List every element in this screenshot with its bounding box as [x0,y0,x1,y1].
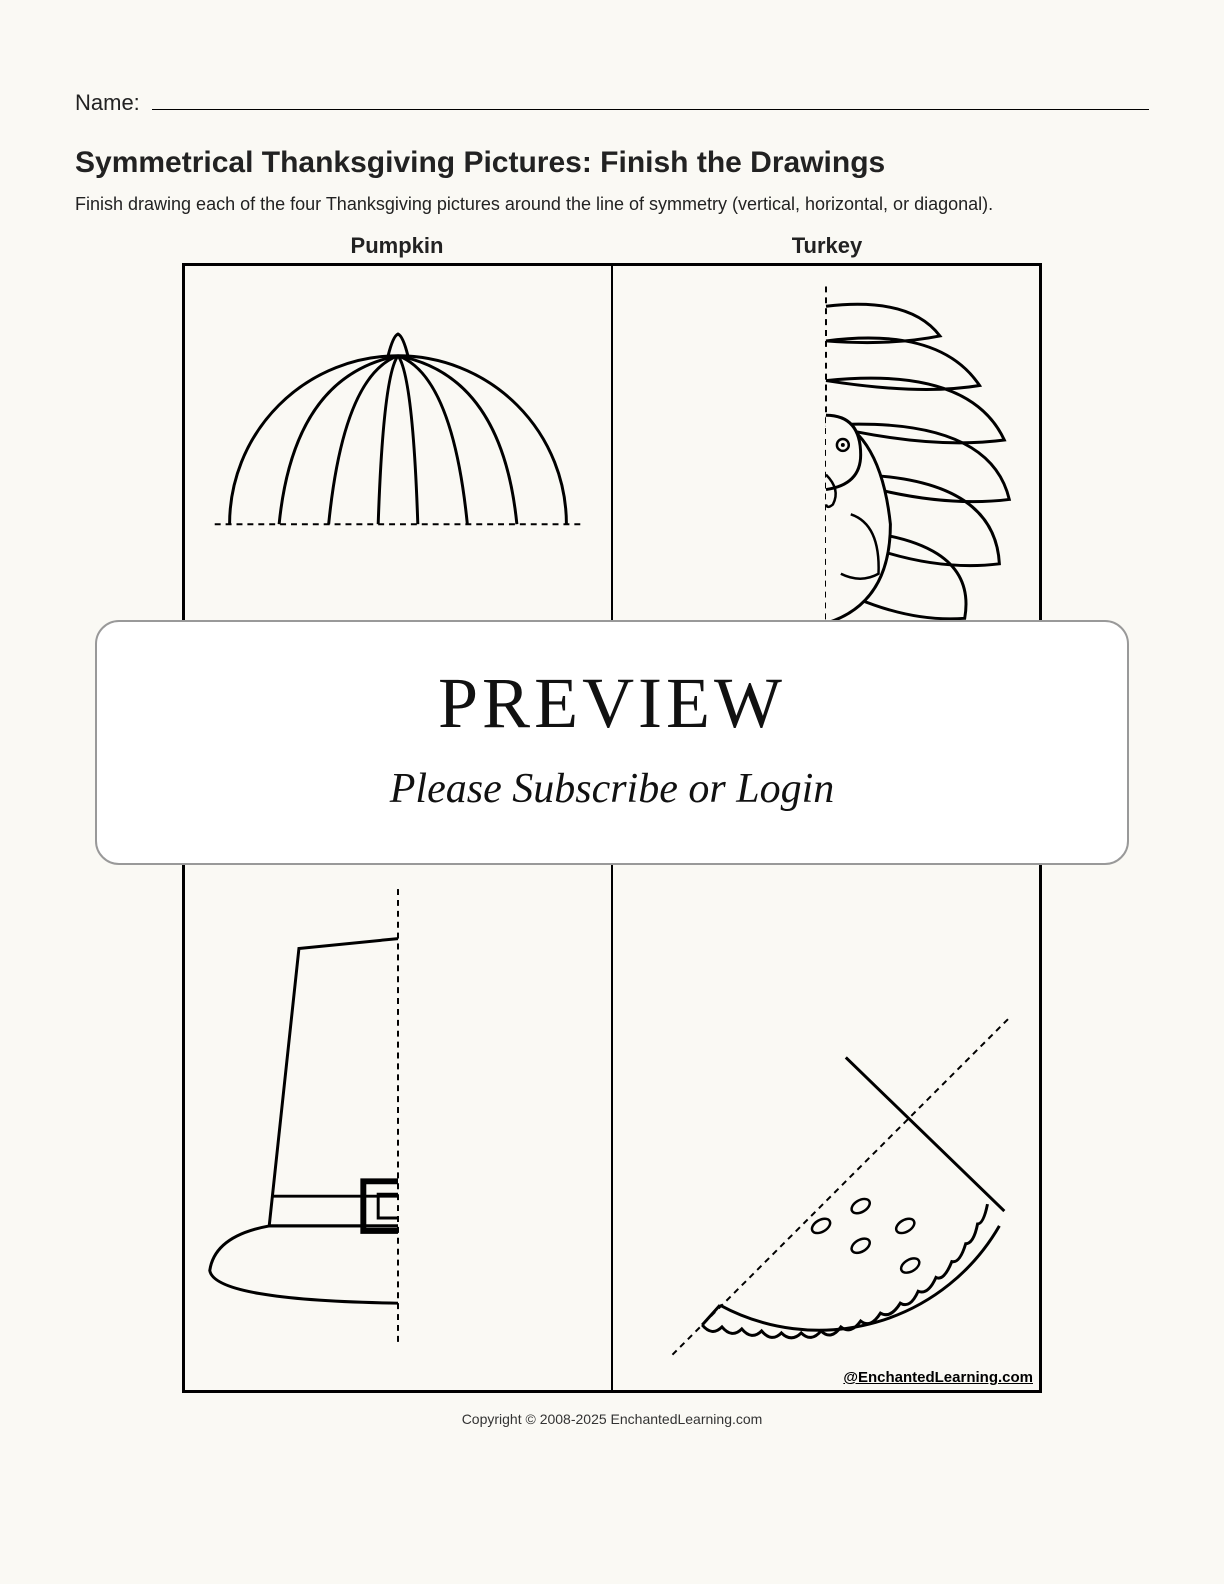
cell-pie: @EnchantedLearning.com [612,828,1040,1391]
preview-overlay: PREVIEW Please Subscribe or Login [95,620,1129,865]
cell-pilgrim-hat [184,828,612,1391]
name-label: Name: [75,90,140,116]
copyright-text: Copyright © 2008-2025 EnchantedLearning.… [75,1411,1149,1427]
preview-title: PREVIEW [117,662,1107,745]
pilgrim-hat-drawing [185,829,611,1390]
preview-subtitle: Please Subscribe or Login [117,765,1107,813]
pie-drawing [613,829,1039,1390]
name-input-line[interactable] [152,109,1149,110]
instructions-text: Finish drawing each of the four Thanksgi… [75,194,1149,215]
cell-label-turkey: Turkey [612,233,1042,259]
cell-label-pumpkin: Pumpkin [182,233,612,259]
column-labels: Pumpkin Turkey [182,233,1042,259]
page-title: Symmetrical Thanksgiving Pictures: Finis… [75,146,1149,180]
watermark-text: @EnchantedLearning.com [843,1369,1033,1386]
name-row: Name: [75,90,1149,116]
